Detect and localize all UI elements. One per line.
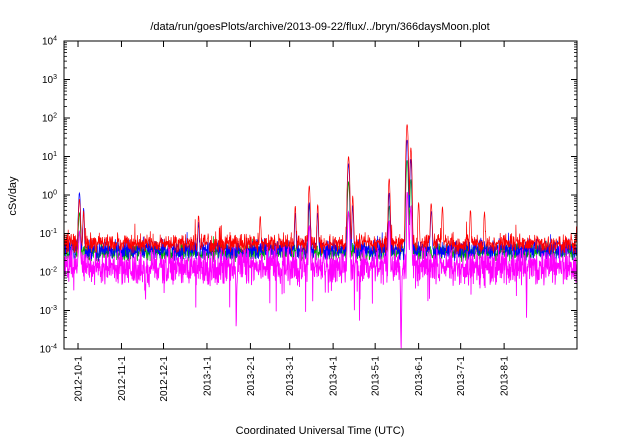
series-line-red — [63, 124, 578, 255]
plot-border — [63, 40, 578, 350]
y-tick-label: 10-3 — [40, 305, 57, 317]
x-tick-label: 2013-3-1 — [285, 356, 296, 396]
y-tick-label: 104 — [42, 36, 57, 48]
x-tick-label: 2012-11-1 — [117, 356, 128, 401]
plot-title: /data/run/goesPlots/archive/2013-09-22/f… — [150, 21, 490, 33]
y-tick-label: 10-4 — [40, 344, 57, 356]
x-tick-label: 2013-1-1 — [202, 356, 213, 396]
x-tick-label: 2013-7-1 — [456, 356, 467, 396]
y-tick-label: 102 — [42, 113, 57, 125]
x-tick-label: 2012-12-1 — [159, 356, 170, 402]
x-tick-label: 2013-2-1 — [246, 356, 257, 396]
x-tick-label: 2013-5-1 — [371, 356, 382, 396]
y-tick-label: 10-1 — [40, 228, 57, 240]
y-axis-title: cSv/day — [7, 176, 19, 216]
y-tick-label: 100 — [42, 190, 57, 202]
x-tick-label: 2012-10-1 — [74, 356, 85, 402]
y-tick-label: 101 — [42, 151, 57, 163]
x-tick-label: 2013-8-1 — [500, 356, 511, 396]
x-axis-title: Coordinated Universal Time (UTC) — [235, 425, 405, 437]
y-tick-label: 103 — [42, 74, 57, 86]
y-tick-label: 10-2 — [40, 267, 57, 279]
x-tick-label: 2013-6-1 — [414, 356, 425, 396]
series-line-magenta — [63, 191, 578, 349]
x-tick-label: 2013-4-1 — [329, 356, 340, 396]
